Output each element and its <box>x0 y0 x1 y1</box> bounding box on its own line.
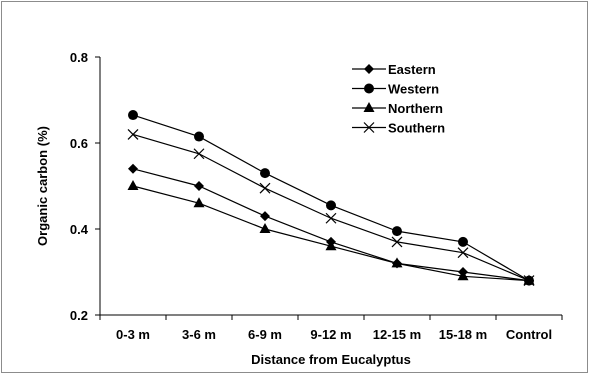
data-point-diamond <box>194 181 204 191</box>
x-tick-label: 15-18 m <box>439 327 487 342</box>
data-point-circle <box>260 168 270 179</box>
legend-item-northern: Northern <box>352 101 443 116</box>
data-point-x <box>127 128 139 140</box>
data-point-x <box>363 122 375 133</box>
series-northern <box>127 180 535 285</box>
data-point-circle <box>364 83 374 94</box>
y-ticks: 0.2 0.4 0.6 0.8 <box>70 50 100 323</box>
x-tick-label: 3-6 m <box>182 327 216 342</box>
data-point-circle <box>326 200 336 211</box>
data-point-triangle <box>457 270 469 281</box>
legend: Eastern Western Northern Southern <box>352 62 445 136</box>
data-point-triangle <box>259 223 271 233</box>
data-point-x <box>325 212 337 224</box>
axes <box>99 57 562 316</box>
data-point-x <box>523 275 535 287</box>
data-point-triangle <box>193 197 205 208</box>
legend-item-western: Western <box>352 82 439 97</box>
legend-item-southern: Southern <box>352 121 445 136</box>
data-point-x <box>457 247 469 259</box>
y-tick-label: 0.4 <box>70 222 89 237</box>
legend-label: Southern <box>388 121 445 136</box>
data-point-circle <box>128 110 138 121</box>
data-point-x <box>391 236 403 248</box>
data-point-circle <box>194 131 204 142</box>
data-point-triangle <box>523 274 535 285</box>
legend-label: Northern <box>388 101 443 116</box>
data-point-triangle <box>363 102 375 112</box>
data-point-triangle <box>127 180 139 190</box>
series-line <box>132 185 530 282</box>
x-axis-label: Distance from Eucalyptus <box>251 352 411 367</box>
data-point-diamond <box>128 163 138 174</box>
y-tick-label: 0.6 <box>70 136 88 151</box>
legend-label: Eastern <box>388 62 436 77</box>
data-point-diamond <box>260 211 270 222</box>
x-tick-label: 6-9 m <box>248 327 282 342</box>
legend-label: Western <box>388 82 439 97</box>
series-layer <box>127 110 535 287</box>
x-tick-label: 9-12 m <box>310 327 351 342</box>
data-point-triangle <box>391 257 403 268</box>
x-tick-label: Control <box>506 327 552 342</box>
data-point-x <box>259 182 271 194</box>
series-line <box>132 168 530 282</box>
y-axis-label: Organic carbon (%) <box>35 126 50 246</box>
x-tick-label: 0-3 m <box>116 327 150 342</box>
data-point-circle <box>392 226 402 237</box>
y-tick-label: 0.8 <box>70 50 88 65</box>
legend-item-eastern: Eastern <box>352 62 436 77</box>
data-point-triangle <box>325 240 337 251</box>
series-western <box>128 110 534 286</box>
series-southern <box>127 128 535 287</box>
x-tick-label: 12-15 m <box>373 327 421 342</box>
series-eastern <box>128 163 534 286</box>
data-point-circle <box>458 236 468 247</box>
x-ticks: 0-3 m 3-6 m 6-9 m 9-12 m 12-15 m 15-18 m Contr… <box>99 315 563 342</box>
data-point-diamond <box>364 64 374 74</box>
y-tick-label: 0.2 <box>70 308 88 323</box>
data-point-x <box>193 148 205 160</box>
